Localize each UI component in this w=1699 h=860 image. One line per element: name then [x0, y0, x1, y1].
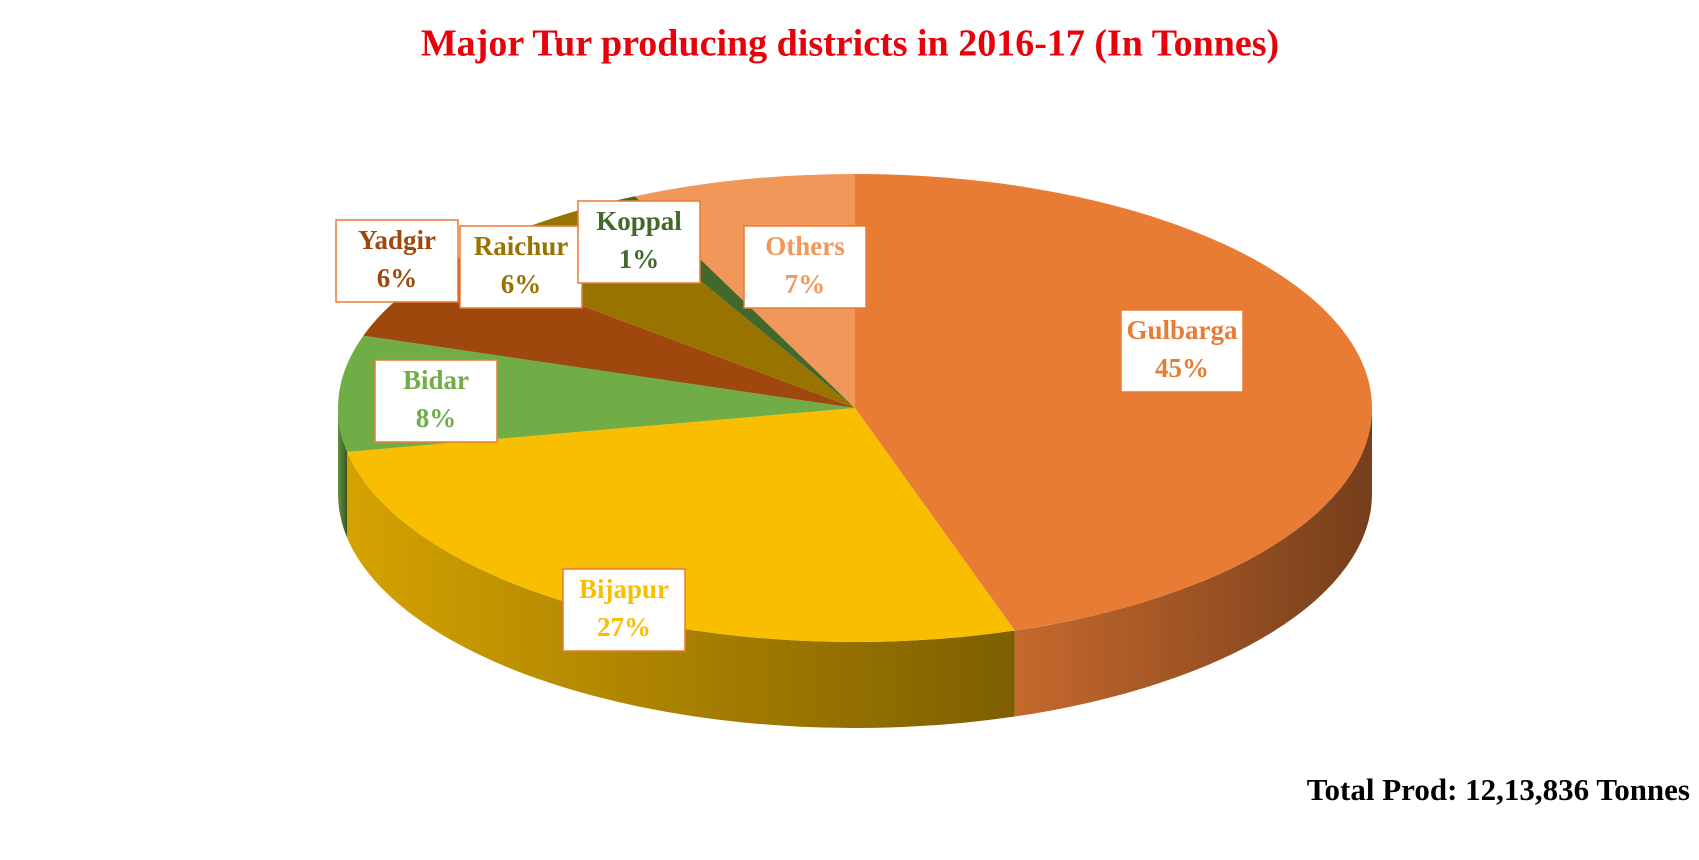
- value-label: 6%: [377, 263, 418, 293]
- label-box: [577, 200, 701, 284]
- value-label: 6%: [501, 269, 542, 299]
- category-label: Bidar: [403, 365, 469, 395]
- slice: [855, 174, 1372, 631]
- category-label: Yadgir: [358, 225, 436, 255]
- chart-title: Major Tur producing districts in 2016-17…: [421, 23, 1279, 65]
- value-label: 7%: [785, 269, 826, 299]
- annotation: Total Prod: 12,13,836 Tonnes: [1307, 772, 1690, 807]
- label-box: [743, 225, 867, 309]
- value-label: 8%: [416, 403, 457, 433]
- category-label: Gulbarga: [1126, 315, 1238, 345]
- label-box: [374, 359, 498, 443]
- label-box: [335, 219, 459, 303]
- slice-side: [1014, 408, 1372, 717]
- value-label: 1%: [619, 244, 660, 274]
- value-label: 45%: [1155, 353, 1209, 383]
- value-label: 27%: [597, 612, 651, 642]
- category-label: Others: [765, 231, 844, 261]
- slice: [347, 408, 1015, 643]
- category-label: Bijapur: [579, 574, 669, 604]
- label-box: [562, 568, 686, 652]
- category-label: Raichur: [474, 231, 569, 261]
- slice-side: [347, 451, 1015, 728]
- label-box: [1120, 309, 1244, 393]
- slice-side: [338, 408, 348, 538]
- category-label: Koppal: [596, 206, 682, 236]
